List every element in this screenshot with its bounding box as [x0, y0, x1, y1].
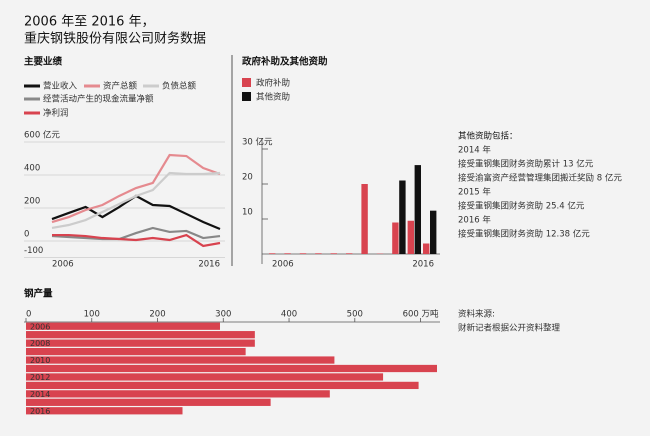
- notes-line: 2014 年: [458, 145, 491, 156]
- bar: [26, 407, 183, 415]
- x-tick-label: 300: [215, 310, 231, 320]
- notes-line: 接受重钢集团财务资助 25.4 亿元: [458, 201, 585, 212]
- bar: [26, 398, 271, 406]
- y-tick-label: 2006: [30, 322, 50, 331]
- bar: [407, 220, 414, 254]
- y-tick-label: 400: [24, 164, 40, 174]
- x-tick-label: 2006: [52, 260, 74, 270]
- x-tick-label: 200: [149, 310, 165, 320]
- notes-line: 接受重钢集团财务资助 12.38 亿元: [458, 229, 590, 240]
- bar: [399, 180, 406, 254]
- notes-line: 接受渝富资产经营管理集团搬迁奖励 8 亿元: [458, 173, 622, 184]
- bar: [26, 322, 220, 330]
- legend-label: 资产总额: [103, 81, 138, 92]
- notes-line: 2016 年: [458, 215, 491, 226]
- legend-label: 负债总额: [162, 81, 197, 92]
- chart-title: 政府补助及其他资助: [242, 56, 328, 68]
- y-tick-label: 20: [242, 173, 253, 183]
- notes-line: 2015 年: [458, 187, 491, 198]
- y-tick-label: 2014: [30, 390, 50, 399]
- legend-swatch: [242, 78, 251, 87]
- bar: [284, 253, 291, 254]
- x-tick-label: 100: [84, 310, 100, 320]
- series-line: [51, 226, 221, 241]
- legend-label: 经营活动产生的现金流量净额: [43, 94, 154, 105]
- bar: [392, 222, 399, 254]
- y-tick-label: 600 亿元: [24, 130, 60, 141]
- y-tick-label: 2016: [30, 407, 50, 416]
- legend-label: 净利润: [43, 108, 69, 119]
- y-tick-label: 2008: [30, 339, 50, 348]
- y-tick-label: 200: [24, 197, 40, 207]
- bar: [430, 210, 437, 254]
- x-tick-label: 0: [26, 310, 31, 320]
- chart-title: 主要业绩: [24, 56, 63, 68]
- bar: [26, 339, 255, 347]
- x-tick-label: 600 万吨: [403, 309, 439, 320]
- bar: [423, 243, 430, 254]
- legend-label: 其他资助: [256, 92, 290, 103]
- bar: [26, 381, 419, 390]
- source: 财新记者根据公开资料整理: [458, 323, 561, 334]
- series-line: [51, 153, 221, 224]
- y-tick-label: 0: [24, 230, 29, 240]
- bar: [26, 356, 335, 364]
- legend-swatch: [242, 92, 251, 101]
- bar: [330, 253, 337, 254]
- y-tick-label: -100: [24, 246, 43, 256]
- x-tick-label: 500: [347, 310, 363, 320]
- legend-label: 营业收入: [43, 81, 78, 92]
- legend-label: 政府补助: [256, 78, 290, 89]
- x-tick-label: 400: [281, 310, 297, 320]
- x-tick-label: 2006: [272, 260, 294, 270]
- bar: [26, 364, 437, 373]
- bar: [26, 347, 246, 356]
- x-tick-label: 2016: [198, 260, 220, 270]
- bar: [299, 253, 307, 254]
- y-tick-label: 30 亿元: [242, 137, 273, 148]
- bar: [26, 331, 255, 339]
- bar: [346, 253, 353, 254]
- chart-title: 钢产量: [24, 288, 53, 300]
- bar: [414, 165, 421, 254]
- notes-heading: 其他资助包括：: [458, 131, 518, 142]
- title: 2006 年至 2016 年，: [24, 15, 155, 30]
- bar: [269, 253, 276, 254]
- title: 重庆钢铁股份有限公司财务数据: [24, 31, 206, 47]
- bar: [361, 184, 368, 254]
- x-tick-label: 2016: [412, 260, 434, 270]
- series-line: [52, 233, 221, 248]
- bar: [26, 373, 384, 381]
- y-tick-label: 2012: [30, 373, 50, 382]
- notes-line: 接受重钢集团财务资助累计 13 亿元: [458, 159, 594, 170]
- y-tick-label: 10: [242, 208, 253, 218]
- y-tick-label: 2010: [30, 356, 50, 365]
- bar: [26, 390, 330, 398]
- source: 资料来源:: [458, 309, 495, 320]
- bar: [315, 253, 322, 254]
- series-line: [51, 171, 221, 230]
